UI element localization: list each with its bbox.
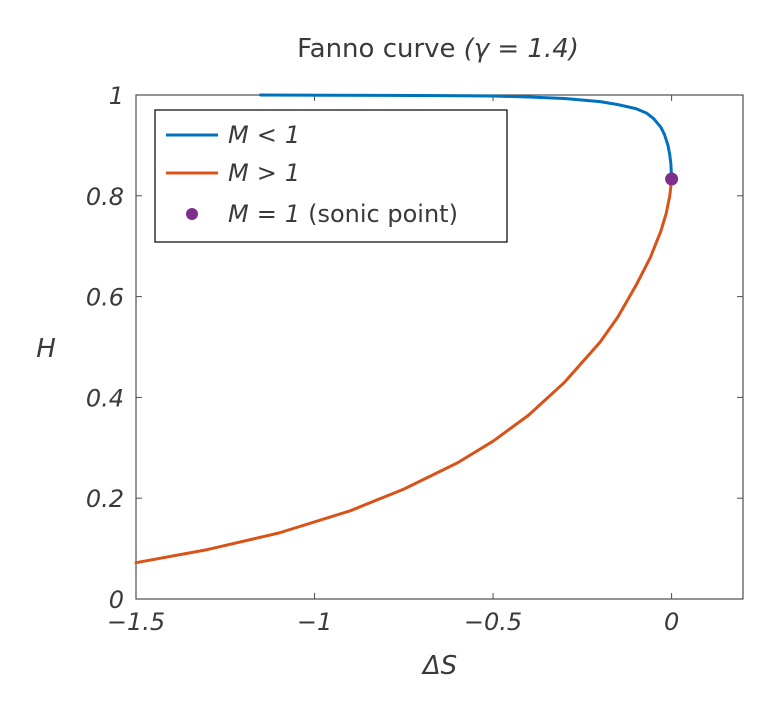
chart-title-main: Fanno curve	[297, 34, 455, 64]
axis-ticks: −1.5 −1 −0.5 0 0 0.2 0.4 0.6 0.8 1	[86, 82, 743, 636]
y-tick-label: 0.8	[86, 183, 124, 211]
legend-label-sonic-var: M	[228, 200, 249, 228]
y-tick-label: 0.4	[86, 384, 124, 412]
legend-label-subsonic-val: 1	[285, 121, 300, 149]
legend-label-supersonic-val: 1	[285, 159, 300, 187]
sonic-point-marker	[665, 172, 679, 186]
legend-label-supersonic-var: M	[228, 159, 249, 187]
x-tick-label: 0	[664, 608, 679, 636]
legend-label-sonic-val: 1	[285, 200, 300, 228]
y-tick-label: 0	[109, 586, 124, 614]
y-axis-label: H	[36, 334, 56, 364]
x-tick-label: −0.5	[464, 608, 522, 636]
y-tick-label: 0.2	[86, 485, 124, 513]
legend-label-supersonic-rel: >	[257, 159, 277, 187]
legend-label-sonic-rel: =	[257, 200, 277, 228]
legend-label-subsonic-var: M	[228, 121, 249, 149]
series-line-supersonic	[134, 177, 674, 565]
legend-label-sonic-suffix: (sonic point)	[308, 200, 458, 228]
y-tick-label: 0.6	[86, 284, 124, 312]
chart-title: Fanno curve (γ = 1.4)	[297, 34, 579, 64]
legend-swatch-sonic-point	[186, 208, 198, 220]
series-lines	[134, 93, 674, 565]
legend-label-subsonic-rel: <	[257, 121, 277, 149]
x-tick-label: −1.5	[107, 608, 165, 636]
x-axis-label: ΔS	[421, 651, 457, 681]
legend-label-subsonic: M <1	[228, 121, 300, 149]
series-markers	[665, 172, 679, 186]
legend-label-sonic-point: M = 1 (sonic point)	[228, 200, 458, 228]
legend: M <1 M >1 M = 1 (sonic point)	[154, 109, 508, 243]
y-tick-label: 1	[109, 82, 124, 110]
legend-label-supersonic: M >1	[228, 159, 300, 187]
legend-box	[154, 109, 508, 243]
series-line-subsonic	[259, 93, 674, 181]
x-tick-label: −1	[297, 608, 332, 636]
chart-title-math: (γ = 1.4)	[464, 34, 579, 64]
